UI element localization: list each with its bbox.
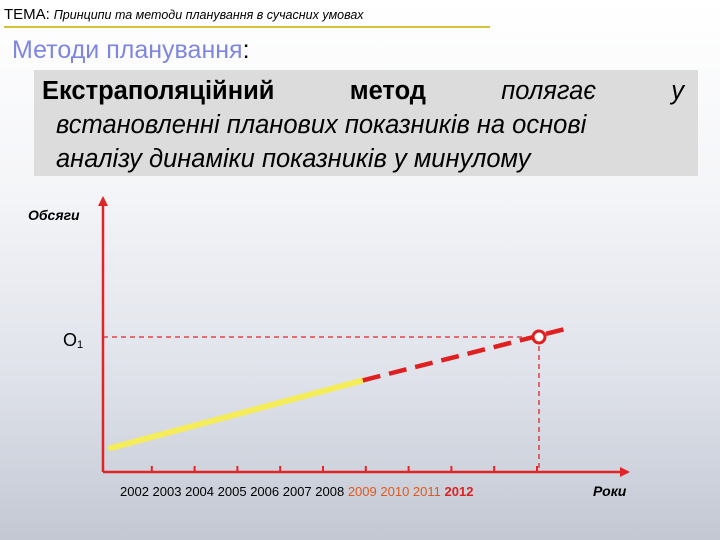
section-title-text: Методи планування: [12, 36, 243, 64]
x-tick-label-2011: 2011: [413, 484, 445, 499]
definition-line-3: аналізу динаміки показників у минулому: [56, 145, 531, 173]
target-value-label: О1: [63, 330, 83, 351]
target-point: [531, 329, 547, 345]
actual-trend-line: [108, 377, 366, 451]
definition-preposition: у: [671, 77, 684, 105]
x-tick-label-2002: 2002: [120, 484, 153, 499]
x-tick-label-2012: 2012: [445, 484, 474, 499]
definition-box: Екстраполяційний метод полягає у встанов…: [34, 70, 698, 176]
definition-verb: полягає: [501, 77, 596, 105]
y-axis-label: Обсяги: [28, 207, 80, 223]
target-value-subscript: 1: [77, 339, 83, 351]
definition-line-2: встановленні планових показників на осно…: [56, 111, 587, 139]
x-tick-label-2005: 2005: [218, 484, 251, 499]
x-axis-year-labels: 2002 2003 2004 2005 2006 2007 2008 2009 …: [120, 484, 473, 499]
x-tick-label-2007: 2007: [283, 484, 316, 499]
definition-line-1: Екстраполяційний метод полягає у: [42, 74, 684, 108]
definition-term-method: метод: [349, 77, 426, 105]
x-tick-label-2003: 2003: [153, 484, 186, 499]
target-value-letter: О: [63, 330, 77, 350]
x-axis-ticks: [150, 466, 538, 472]
section-title-colon: :: [242, 36, 250, 64]
x-tick-label-2010: 2010: [380, 484, 413, 499]
x-axis-label: Роки: [593, 483, 627, 499]
x-tick-label-2006: 2006: [250, 484, 283, 499]
definition-term: Екстраполяційний: [42, 77, 275, 105]
tema-label: ТЕМА:: [4, 6, 50, 23]
section-title: Методи планування:: [12, 36, 250, 65]
x-tick-label-2008: 2008: [315, 484, 348, 499]
slide-header: ТЕМА: Принципи та методи планування в су…: [4, 6, 490, 28]
x-tick-label-2004: 2004: [185, 484, 218, 499]
topic-title: Принципи та методи планування в сучасних…: [53, 8, 364, 22]
x-tick-label-2009: 2009: [348, 484, 381, 499]
